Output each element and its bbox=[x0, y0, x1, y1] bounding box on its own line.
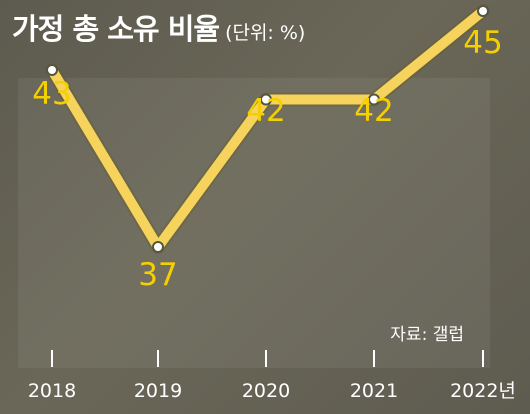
plot-area bbox=[18, 78, 490, 368]
series-line-shadow bbox=[45, 4, 490, 254]
source-note: 자료: 갤럽 bbox=[390, 325, 464, 345]
x-tick-label-4: 2022년 bbox=[450, 380, 516, 402]
x-tick-label-1: 2019 bbox=[134, 380, 182, 402]
x-tick-label-3: 2021 bbox=[350, 380, 398, 402]
data-point-0 bbox=[46, 64, 58, 76]
series-line bbox=[47, 6, 488, 252]
data-point-1 bbox=[152, 241, 164, 253]
data-label-0: 43 bbox=[32, 76, 71, 112]
x-tick-label-2: 2020 bbox=[242, 380, 290, 402]
data-point-3 bbox=[368, 93, 380, 106]
data-label-3: 42 bbox=[354, 93, 393, 129]
unit-label: (단위: %) bbox=[225, 22, 306, 44]
chart-title-block: 가정 총 소유 비율 (단위: %) bbox=[12, 6, 305, 48]
data-point-4 bbox=[477, 5, 489, 17]
data-label-4: 45 bbox=[463, 25, 502, 61]
data-point-2 bbox=[260, 93, 272, 106]
data-label-1: 37 bbox=[138, 257, 177, 293]
data-label-2: 42 bbox=[246, 93, 285, 129]
chart-title: 가정 총 소유 비율 bbox=[12, 12, 220, 46]
x-tick-label-0: 2018 bbox=[28, 380, 76, 402]
